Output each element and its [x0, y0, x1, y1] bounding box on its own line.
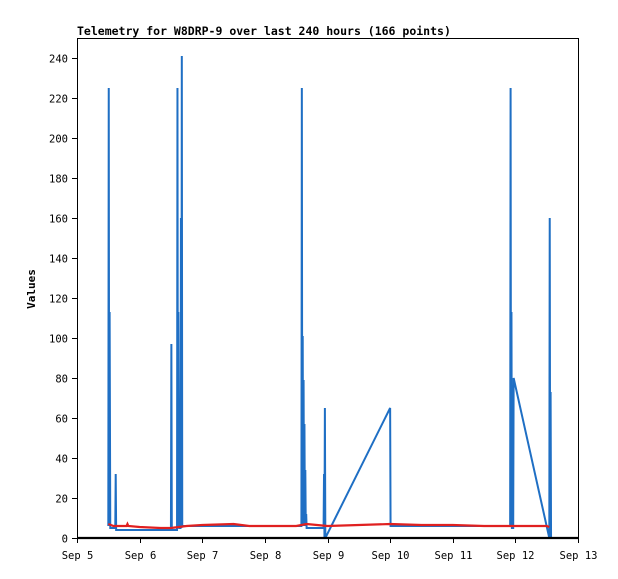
x-tick-label: Sep 6	[125, 550, 157, 562]
x-tick-label: Sep 8	[250, 550, 282, 562]
y-tick-label: 240	[49, 54, 68, 66]
y-tick-label: 200	[49, 134, 68, 146]
y-tick-label: 120	[49, 294, 68, 306]
y-tick-label: 60	[55, 414, 68, 426]
x-tick-label: Sep 5	[62, 550, 94, 562]
y-tick-label: 80	[55, 374, 68, 386]
y-tick-label: 160	[49, 214, 68, 226]
x-tick-label: Sep 12	[497, 550, 535, 562]
x-tick-label: Sep 11	[435, 550, 473, 562]
x-axis: Sep 5 Sep 6 Sep 7 Sep 8 Sep 9 Sep 10 Sep 11 Sep…	[62, 538, 598, 562]
y-tick-label: 0	[62, 534, 68, 546]
x-tick-label: Sep 13	[560, 550, 598, 562]
x-tick-label: Sep 7	[187, 550, 219, 562]
series-line-2	[107, 521, 550, 530]
series-line-1	[107, 55, 553, 539]
series-group	[77, 55, 578, 540]
y-tick-label: 220	[49, 94, 68, 106]
y-tick-label: 140	[49, 254, 68, 266]
chart-title: Telemetry for W8DRP-9 over last 240 hour…	[77, 24, 451, 38]
y-tick-label: 100	[49, 334, 68, 346]
y-axis-label: Values	[25, 269, 38, 309]
plot-frame	[77, 38, 579, 539]
y-tick-label: 40	[55, 454, 68, 466]
y-axis: 0 20 40 60 80 100 120 140 160 180 200 220 240	[49, 54, 77, 546]
x-tick-label: Sep 10	[372, 550, 410, 562]
x-tick-label: Sep 9	[313, 550, 345, 562]
y-tick-label: 180	[49, 174, 68, 186]
y-tick-label: 20	[55, 494, 68, 506]
